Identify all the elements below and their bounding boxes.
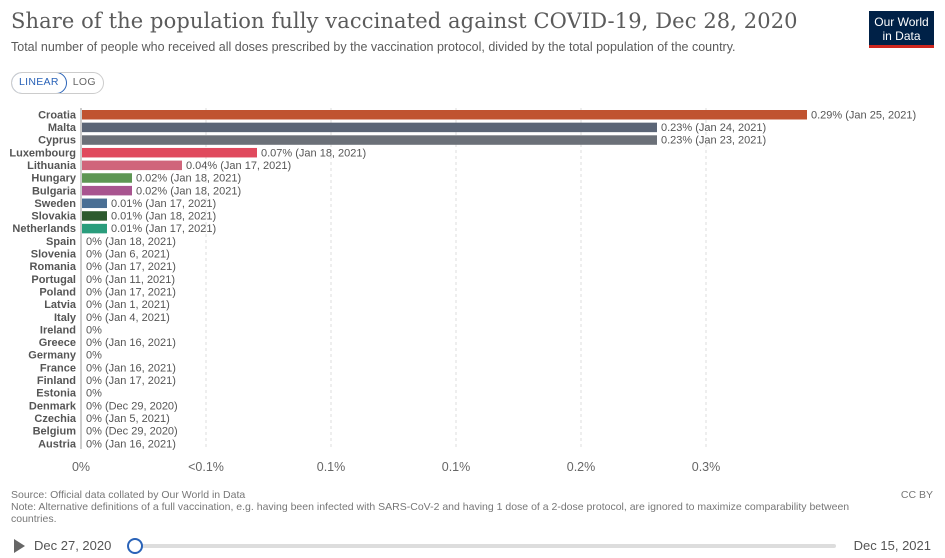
bar: [82, 122, 657, 133]
scale-toggle: LINEAR LOG: [11, 72, 104, 94]
category-label: Cyprus: [38, 135, 76, 147]
category-label: Portugal: [31, 274, 76, 286]
category-label: Denmark: [29, 400, 77, 412]
value-label: 0.01% (Jan 18, 2021): [111, 211, 216, 223]
category-label: Latvia: [44, 299, 77, 311]
timeline-handle[interactable]: [127, 538, 143, 554]
timeline: Dec 27, 2020 Dec 15, 2021: [0, 534, 945, 558]
timeline-start-label: Dec 27, 2020: [34, 538, 112, 553]
tick-label: <0.1%: [188, 460, 224, 474]
category-label: Slovenia: [31, 249, 77, 261]
value-label: 0% (Jan 17, 2021): [86, 261, 176, 273]
category-label: Malta: [48, 122, 77, 134]
log-scale-button[interactable]: LOG: [72, 76, 96, 88]
category-label: Italy: [54, 312, 77, 324]
source-text: Source: Official data collated by Our Wo…: [11, 489, 246, 501]
x-axis-ticks: 0% <0.1% 0.1% 0.1% 0.2% 0.3%: [72, 460, 720, 474]
value-label: 0.29% (Jan 25, 2021): [811, 109, 916, 121]
play-icon[interactable]: [14, 539, 25, 553]
value-label: 0.01% (Jan 17, 2021): [111, 198, 216, 210]
category-label: Poland: [39, 286, 76, 298]
value-label: 0.23% (Jan 24, 2021): [661, 122, 766, 134]
value-label: 0.04% (Jan 17, 2021): [186, 160, 291, 172]
category-label: Lithuania: [27, 160, 77, 172]
bar-chart: Croatia 0.29% (Jan 25, 2021) Malta 0.23% (J…: [9, 108, 916, 474]
bar: [82, 198, 107, 209]
value-label: 0.02% (Jan 18, 2021): [136, 185, 241, 197]
value-label: 0% (Jan 18, 2021): [86, 236, 176, 248]
bar: [82, 223, 107, 234]
gridlines: [80, 108, 707, 449]
tick-label: 0%: [72, 460, 90, 474]
category-label: Austria: [38, 438, 77, 450]
value-label: 0% (Jan 16, 2021): [86, 438, 176, 450]
category-label: Luxembourg: [9, 147, 76, 159]
bar: [82, 185, 132, 196]
category-label: Belgium: [33, 426, 77, 438]
value-label: 0% (Jan 5, 2021): [86, 413, 170, 425]
logo-line-2: in Data: [882, 29, 921, 43]
value-label: 0.01% (Jan 17, 2021): [111, 223, 216, 235]
category-label: Bulgaria: [32, 185, 77, 197]
value-label: 0% (Jan 11, 2021): [86, 274, 175, 286]
category-label: Slovakia: [31, 211, 77, 223]
timeline-track[interactable]: [136, 544, 836, 548]
tick-label: 0.1%: [317, 460, 346, 474]
chart-title: Share of the population fully vaccinated…: [11, 9, 798, 33]
category-label: Greece: [39, 337, 76, 349]
bar: [82, 135, 657, 145]
category-label: Finland: [37, 375, 76, 387]
value-label: 0%: [86, 324, 102, 336]
logo-accent-bar: [869, 45, 934, 48]
value-label: 0% (Jan 6, 2021): [86, 249, 170, 261]
value-label: 0.07% (Jan 18, 2021): [261, 147, 366, 159]
category-label: Spain: [46, 236, 76, 248]
category-label: Germany: [28, 350, 77, 362]
category-label: Estonia: [36, 388, 77, 400]
bar: [82, 173, 132, 183]
value-label: 0%: [86, 388, 102, 400]
chart-footer: Source: Official data collated by Our Wo…: [11, 489, 891, 525]
category-label: Hungary: [31, 173, 77, 185]
bar: [82, 147, 257, 158]
category-label: Romania: [30, 261, 77, 273]
tick-label: 0.3%: [692, 460, 721, 474]
timeline-end-label: Dec 15, 2021: [853, 538, 931, 553]
license-link[interactable]: CC BY: [900, 489, 933, 501]
value-label: 0% (Dec 29, 2020): [86, 400, 178, 412]
value-label: 0.02% (Jan 18, 2021): [136, 173, 241, 185]
value-label: 0.23% (Jan 23, 2021): [661, 135, 766, 147]
bar: [82, 211, 107, 221]
value-label: 0% (Jan 17, 2021): [86, 375, 176, 387]
value-label: 0% (Jan 17, 2021): [86, 286, 176, 298]
bars: Croatia 0.29% (Jan 25, 2021) Malta 0.23% (J…: [9, 109, 916, 450]
value-label: 0% (Jan 16, 2021): [86, 362, 176, 374]
value-label: 0% (Jan 16, 2021): [86, 337, 176, 349]
category-label: Croatia: [38, 109, 77, 121]
chart-subtitle: Total number of people who received all …: [11, 40, 736, 54]
tick-label: 0.1%: [442, 460, 471, 474]
tick-label: 0.2%: [567, 460, 596, 474]
value-label: 0%: [86, 350, 102, 362]
category-label: Sweden: [34, 198, 76, 210]
logo-line-1: Our World: [874, 15, 929, 29]
owid-logo[interactable]: Our World in Data: [869, 11, 934, 48]
bar: [82, 160, 182, 171]
value-label: 0% (Dec 29, 2020): [86, 426, 178, 438]
linear-scale-button[interactable]: LINEAR: [11, 73, 67, 93]
value-label: 0% (Jan 4, 2021): [86, 312, 170, 324]
note-text: Note: Alternative definitions of a full …: [11, 501, 850, 525]
value-label: 0% (Jan 1, 2021): [86, 299, 170, 311]
category-label: France: [40, 362, 76, 374]
bar: [82, 110, 807, 120]
category-label: Czechia: [34, 413, 76, 425]
category-label: Ireland: [40, 324, 76, 336]
category-label: Netherlands: [12, 223, 76, 235]
